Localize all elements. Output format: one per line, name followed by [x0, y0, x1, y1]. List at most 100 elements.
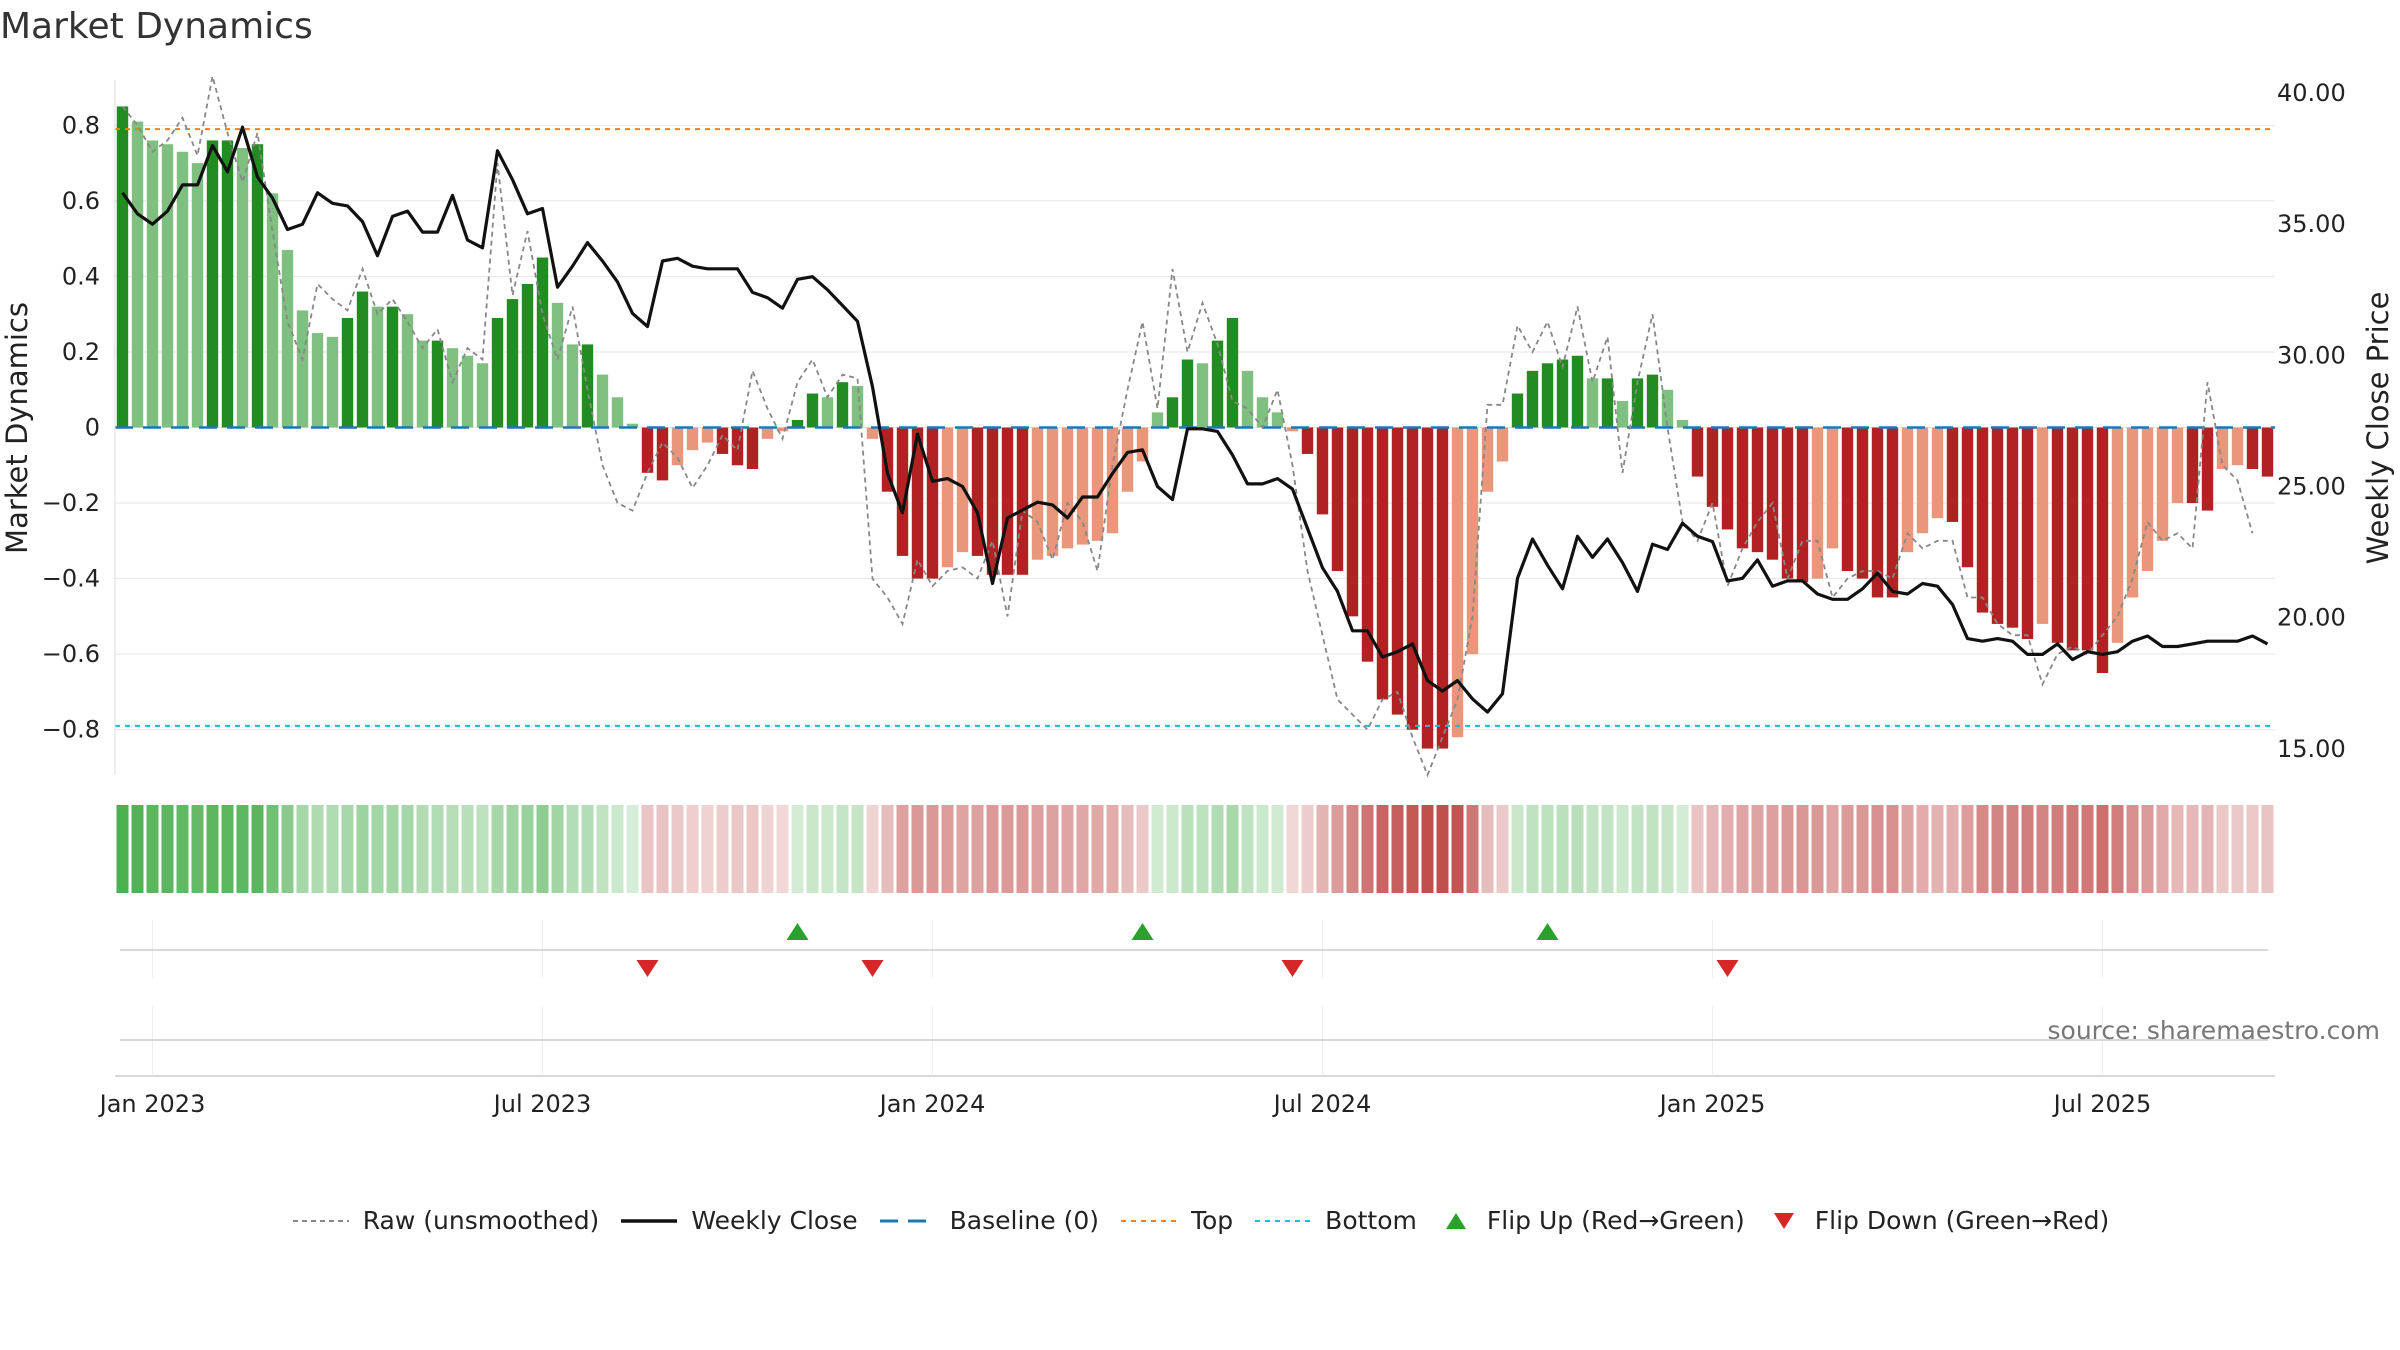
dynamics-bar [1886, 427, 1899, 598]
source-label: source: sharemaestro.com [2048, 1016, 2381, 1045]
dynamics-bar [2216, 427, 2229, 470]
legend-label: Flip Down (Green→Red) [1814, 1206, 2110, 1235]
dynamics-bar [596, 374, 609, 428]
dynamics-bar [1526, 370, 1539, 428]
flip-down-marker [636, 960, 659, 977]
regime-cell [1601, 805, 1614, 893]
regime-cell [1286, 805, 1299, 893]
regime-cell [1586, 805, 1599, 893]
y-left-tick-label: −0.6 [42, 640, 100, 668]
legend-item-bottom: Bottom [1253, 1206, 1417, 1235]
regime-cell [2156, 805, 2169, 893]
y-left-tick-label: 0.2 [62, 338, 100, 366]
dynamics-bar [1121, 427, 1134, 492]
legend: Raw (unsmoothed) Weekly Close Baseline (0)… [0, 1206, 2400, 1235]
regime-cell [2126, 805, 2139, 893]
regime-cell [1106, 805, 1119, 893]
dynamics-bar [1856, 427, 1869, 579]
dynamics-bar [1241, 370, 1254, 428]
regime-cell [836, 805, 849, 893]
dynamics-bar [1736, 427, 1749, 549]
regime-cell [551, 805, 564, 893]
y-left-tick-label: 0.8 [62, 111, 100, 139]
dynamics-bar [1781, 427, 1794, 579]
dynamics-bar [701, 427, 714, 443]
regime-cell [1256, 805, 1269, 893]
regime-cell [2246, 805, 2259, 893]
y-left-tick-label: −0.2 [42, 489, 100, 517]
dynamics-bar [1421, 427, 1434, 749]
dynamics-bar [881, 427, 894, 492]
regime-cell [896, 805, 909, 893]
regime-cell [1451, 805, 1464, 893]
regime-cell [176, 805, 189, 893]
regime-cell [1511, 805, 1524, 893]
regime-cell [1481, 805, 1494, 893]
x-tick-label: Jul 2025 [2052, 1090, 2152, 1118]
regime-cell [1391, 805, 1404, 893]
dynamics-bar [1031, 427, 1044, 560]
regime-cell [1331, 805, 1344, 893]
regime-cell [1121, 805, 1134, 893]
dynamics-bar [1901, 427, 1914, 553]
regime-cell [326, 805, 339, 893]
regime-cell [371, 805, 384, 893]
regime-cell [1181, 805, 1194, 893]
dynamics-bar [1376, 427, 1389, 700]
flip-down-marker [1716, 960, 1739, 977]
regime-cell [1466, 805, 1479, 893]
regime-cell [806, 805, 819, 893]
regime-cell [1061, 805, 1074, 893]
dynamics-bar [956, 427, 969, 553]
y-left-tick-label: 0.4 [62, 262, 100, 290]
regime-cell [2006, 805, 2019, 893]
legend-label: Flip Up (Red→Green) [1486, 1206, 1745, 1235]
dynamics-bar [206, 140, 219, 428]
legend-item-raw: Raw (unsmoothed) [291, 1206, 599, 1235]
dynamics-bar [1631, 378, 1644, 428]
regime-cell [1841, 805, 1854, 893]
dynamics-bar [1001, 427, 1014, 575]
dynamics-bar [1286, 427, 1299, 432]
dynamics-bar [911, 427, 924, 579]
x-tick-label: Jul 2023 [492, 1090, 592, 1118]
dynamics-bar [116, 106, 129, 428]
axes: 0.8 0.6 0.4 0.2 0 −0.2 −0.4 −0.6 −0.8 40.00 35.00 3… [0, 79, 2395, 775]
regime-cell [911, 805, 924, 893]
regime-cell [566, 805, 579, 893]
dynamics-bar [161, 144, 174, 428]
regime-cell [1031, 805, 1044, 893]
dynamics-bar [1571, 355, 1584, 428]
regime-cell [1346, 805, 1359, 893]
regime-cell [1826, 805, 1839, 893]
regime-cell [1796, 805, 1809, 893]
regime-cell [1406, 805, 1419, 893]
dynamics-bar [221, 140, 234, 428]
dynamics-bar [236, 147, 249, 428]
dynamics-bar [836, 382, 849, 428]
regime-cell [686, 805, 699, 893]
regime-cell [1931, 805, 1944, 893]
dynamics-bar [1751, 427, 1764, 553]
regime-cell [1361, 805, 1374, 893]
dynamics-bar [416, 340, 429, 428]
regime-cell [1946, 805, 1959, 893]
x-tick-label: Jan 2024 [878, 1090, 986, 1118]
regime-cell [191, 805, 204, 893]
regime-cell [1076, 805, 1089, 893]
dynamics-bar [446, 348, 459, 428]
regime-cell [1226, 805, 1239, 893]
dynamics-bar [371, 306, 384, 428]
dynamics-bar [1136, 427, 1149, 462]
dynamics-bar [551, 302, 564, 428]
dynamics-bar [491, 317, 504, 428]
regime-cell [1781, 805, 1794, 893]
dynamics-bar [1646, 374, 1659, 428]
regime-cell [2186, 805, 2199, 893]
regime-cell [746, 805, 759, 893]
dynamics-bar [521, 283, 534, 428]
dynamics-bar [2066, 427, 2079, 651]
regime-cell [656, 805, 669, 893]
regime-cell [956, 805, 969, 893]
regime-cell [1166, 805, 1179, 893]
